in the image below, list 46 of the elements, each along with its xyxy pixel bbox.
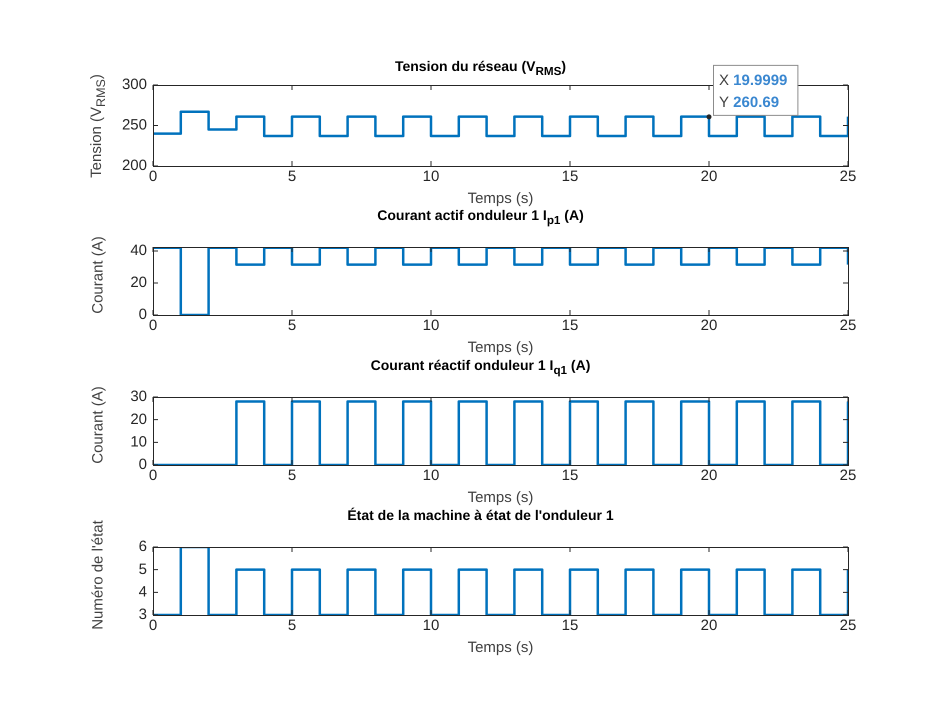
- y-tick-label: 4: [138, 583, 147, 600]
- x-tick-label: 25: [840, 317, 856, 334]
- x-tick-label: 25: [840, 617, 856, 634]
- y-tick-label: 0: [138, 456, 147, 474]
- y-tick-label: 20: [130, 274, 147, 292]
- x-tick-label: 20: [700, 617, 718, 634]
- y-tick-label: 6: [138, 538, 147, 556]
- x-axis-title: Temps (s): [468, 339, 534, 356]
- y-tick-label: 5: [138, 560, 147, 578]
- y-tick-label: 30: [130, 388, 147, 406]
- y-axis-title: Courant (A): [90, 386, 106, 464]
- y-axis-title: Numéro de l'état: [90, 520, 106, 630]
- x-tick-label: 10: [422, 617, 440, 634]
- x-axis-title: Temps (s): [468, 489, 534, 506]
- chart-title: État de la machine à état de l'onduleur 1: [346, 507, 615, 523]
- x-tick-label: 10: [422, 467, 440, 484]
- x-tick-label: 15: [562, 317, 578, 334]
- x-tick-label: 5: [288, 617, 296, 634]
- y-tick-label: 20: [130, 410, 147, 428]
- x-tick-label: 5: [288, 168, 296, 186]
- x-tick-label: 20: [700, 168, 718, 186]
- x-tick-label: 25: [840, 168, 856, 186]
- x-axis-title: Temps (s): [468, 190, 534, 208]
- y-tick-label: 0: [138, 306, 147, 324]
- y-tick-label: 250: [122, 116, 147, 134]
- annotation: X 19.9999 Y 260.69: [718, 72, 788, 111]
- y-tick-label: 200: [122, 157, 147, 174]
- y-tick-label: 10: [130, 433, 147, 450]
- x-tick-label: 10: [422, 317, 440, 334]
- x-tick-label: 15: [562, 617, 578, 634]
- y-tick-label: 300: [122, 76, 147, 94]
- x-tick-label: 5: [288, 467, 296, 484]
- x-tick-label: 5: [288, 317, 296, 334]
- x-tick-label: 15: [562, 467, 578, 484]
- chart-title: Tension du réseau (V$_{RMS}$): [394, 58, 566, 78]
- chart-title: Courant réactif onduleur 1 I$_{q1}$ (A): [370, 357, 592, 377]
- x-tick-label: 20: [700, 317, 718, 334]
- x-tick-label: 15: [562, 168, 578, 186]
- x-tick-label: 25: [840, 467, 856, 484]
- y-tick-label: 3: [138, 606, 147, 624]
- y-axis-title: Courant (A): [90, 236, 106, 314]
- x-axis-title: Temps (s): [468, 639, 534, 656]
- y-tick-label: 40: [130, 242, 147, 260]
- x-tick-label: 20: [700, 467, 718, 484]
- chart-title: Courant actif onduleur 1 I$_{p1}$ (A): [376, 207, 585, 227]
- x-tick-label: 10: [422, 168, 440, 186]
